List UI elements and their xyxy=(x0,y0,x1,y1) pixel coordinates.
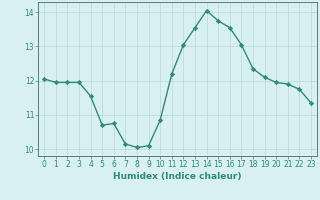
X-axis label: Humidex (Indice chaleur): Humidex (Indice chaleur) xyxy=(113,172,242,181)
